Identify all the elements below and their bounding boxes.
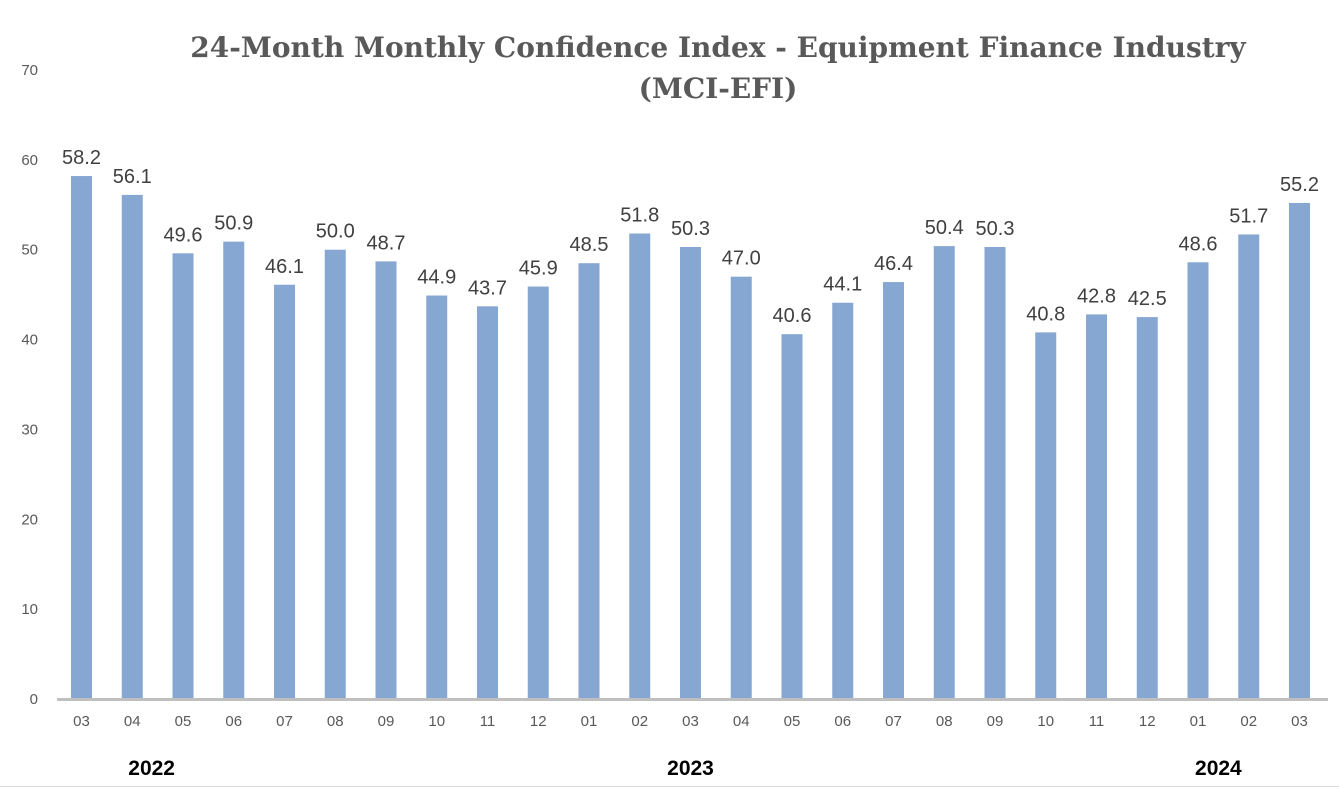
data-label: 55.2: [1280, 174, 1319, 196]
data-label: 40.6: [773, 305, 812, 327]
x-tick-label: 06: [225, 713, 242, 730]
chart-title: 24-Month Monthly Confidence Index - Equi…: [190, 31, 1246, 64]
bar: [71, 176, 92, 699]
bar: [1187, 262, 1209, 699]
data-label: 46.1: [265, 256, 304, 278]
data-label: 48.5: [570, 234, 609, 256]
year-label: 2022: [128, 757, 175, 780]
year-label: 2024: [1195, 757, 1242, 780]
data-label: 42.8: [1077, 285, 1116, 307]
y-tick-label: 10: [21, 601, 38, 618]
bar: [324, 249, 346, 699]
x-tick-label: 07: [276, 713, 293, 730]
x-tick-label: 03: [1291, 713, 1308, 730]
x-tick-label: 05: [175, 713, 192, 730]
y-tick-label: 0: [30, 691, 38, 708]
y-tick-label: 60: [21, 152, 38, 169]
x-tick-label: 08: [936, 713, 953, 730]
bar: [223, 241, 245, 699]
x-tick-label: 11: [480, 713, 496, 730]
x-tick-label: 10: [1037, 713, 1054, 730]
bar: [680, 247, 701, 700]
data-label: 50.3: [976, 218, 1015, 240]
data-label: 44.9: [417, 267, 456, 289]
bar: [375, 261, 397, 699]
bar: [426, 295, 448, 699]
year-label: 2023: [667, 757, 714, 780]
x-tick-label: 04: [124, 713, 141, 730]
data-label: 47.0: [722, 248, 761, 270]
data-label: 48.7: [367, 232, 406, 254]
bar: [1238, 234, 1260, 699]
bar: [629, 233, 651, 700]
data-label: 40.8: [1026, 303, 1065, 325]
x-tick-label: 01: [581, 713, 598, 730]
bar: [274, 284, 295, 699]
bar: [1086, 314, 1107, 699]
data-label: 45.9: [519, 258, 558, 280]
data-label: 50.0: [316, 221, 355, 243]
bar: [933, 246, 955, 699]
x-tick-label: 09: [987, 713, 1004, 730]
bar: [477, 306, 498, 699]
data-label: 44.1: [823, 274, 862, 296]
x-tick-label: 06: [834, 713, 851, 730]
bar: [578, 263, 600, 699]
bar: [1289, 202, 1310, 699]
data-label: 50.3: [671, 218, 710, 240]
x-tick-label: 02: [631, 713, 648, 730]
data-label: 42.5: [1128, 288, 1167, 310]
bar: [527, 286, 549, 699]
y-tick-label: 30: [21, 421, 38, 438]
data-label: 58.2: [62, 147, 101, 169]
x-tick-label: 10: [428, 713, 445, 730]
x-tick-label: 03: [682, 713, 699, 730]
data-label: 43.7: [468, 277, 507, 299]
bar: [172, 253, 194, 699]
bar: [832, 302, 854, 699]
data-label: 50.4: [925, 217, 964, 239]
y-tick-label: 20: [21, 511, 38, 528]
x-tick-label: 07: [885, 713, 902, 730]
bar: [984, 247, 1006, 700]
bar: [121, 194, 143, 699]
data-label: 51.8: [620, 205, 659, 227]
chart-subtitle: (MCI-EFI): [639, 72, 798, 105]
y-tick-label: 40: [21, 332, 38, 349]
data-label: 51.7: [1229, 205, 1268, 227]
x-tick-label: 09: [378, 713, 395, 730]
bar: [883, 282, 904, 699]
bar: [781, 334, 803, 699]
x-tick-label: 05: [784, 713, 801, 730]
bar: [1136, 317, 1158, 699]
data-label: 49.6: [164, 224, 203, 246]
x-tick-label: 12: [530, 713, 547, 730]
y-tick-label: 70: [21, 62, 38, 79]
y-tick-label: 50: [21, 242, 38, 259]
x-tick-label: 12: [1139, 713, 1156, 730]
x-tick-label: 02: [1240, 713, 1257, 730]
x-tick-label: 01: [1190, 713, 1207, 730]
data-label: 46.4: [874, 253, 913, 275]
data-label: 50.9: [214, 213, 253, 235]
data-label: 48.6: [1179, 233, 1218, 255]
bar: [730, 276, 752, 699]
x-tick-label: 08: [327, 713, 344, 730]
bar: [1035, 332, 1057, 699]
x-tick-label: 04: [733, 713, 750, 730]
x-tick-label: 11: [1089, 713, 1105, 730]
x-tick-label: 03: [73, 713, 90, 730]
data-label: 56.1: [113, 166, 152, 188]
